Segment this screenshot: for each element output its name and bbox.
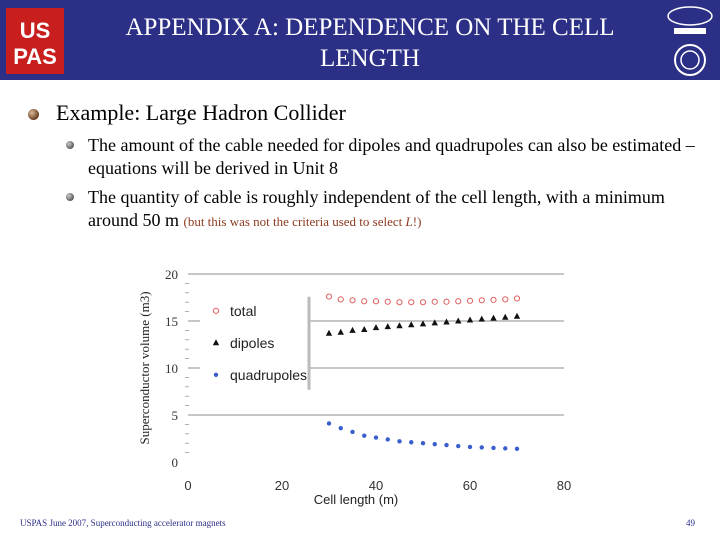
x-tick-label: 60 [463,478,477,493]
quadrupoles-point [362,433,367,438]
quadrupoles-point [373,435,379,440]
total-point [502,296,509,303]
quadrupoles-point [479,445,484,450]
svg-text:PAS: PAS [13,44,57,69]
x-axis-label: Cell length (m) [314,492,399,507]
dipoles-point [466,316,474,323]
total-point [325,293,333,300]
legend-label-quadrupoles: quadrupoles [230,367,307,383]
main-bullet-text: Example: Large Hadron Collider [56,100,346,125]
quadrupoles-point [514,446,520,452]
cable-volume-chart: 0 5 10 15 20 0 20 40 60 80 Cell length (m) Supercon… [137,267,571,507]
legend-label-total: total [230,303,256,319]
total-point [513,295,521,302]
dipoles-point [431,319,438,326]
total-point [455,298,462,305]
dipoles-point [325,329,333,336]
sub-bullet-icon [66,141,74,149]
dipoles-point [513,312,521,319]
quadrupoles-point [338,425,343,431]
legend-marker-dipoles [212,339,220,346]
dipoles-point [490,314,497,321]
sub-bullet-icon [66,193,74,201]
total-point [372,298,380,305]
bullet-icon [28,109,39,120]
dipoles-point [372,324,380,331]
quadrupoles-point [326,421,332,426]
quadrupoles-point [444,442,449,448]
footer-text: USPAS June 2007, Superconducting acceler… [20,518,226,528]
uspas-logo: US PAS [6,8,64,74]
quadrupoles-point [385,437,390,442]
quadrupoles-point [432,441,437,447]
quadrupoles-point [467,444,473,450]
quadrupoles-point [350,429,355,435]
dipoles-point [337,328,344,335]
total-point [396,299,403,306]
total-point [419,299,427,306]
legend-marker-total [212,307,220,314]
y-tick-label: 20 [165,267,178,282]
legend-label-dipoles: dipoles [230,335,274,351]
dipoles-point [361,325,368,332]
slide-title: APPENDIX A: DEPENDENCE ON THE CELL LENGT… [125,14,615,72]
total-point [443,298,450,305]
dipoles-point [478,315,485,322]
legend-marker-quadrupoles [213,372,219,377]
sub-bullet-1-text: The amount of the cable needed for dipol… [88,135,695,178]
dipoles-point [349,326,356,333]
dipoles-point [408,321,415,328]
criteria-note: (but this was not the criteria used to s… [183,214,422,229]
y-tick-label: 0 [172,455,179,470]
quadrupoles-point [491,445,496,451]
total-point [361,298,368,305]
total-point [478,297,485,304]
sub-bullet-2: The quantity of cable is roughly indepen… [88,186,698,233]
quadrupoles-point [456,443,461,449]
quadrupoles-point [397,439,402,444]
dipoles-point [443,318,450,325]
page-number: 49 [686,518,695,528]
sub-bullet-2-text: The quantity of cable is roughly indepen… [88,187,665,230]
institution-logos [667,6,713,76]
total-point [431,298,438,305]
quadrupoles-point [420,441,426,446]
dipoles-point [502,313,509,320]
y-tick-label: 10 [165,361,178,376]
x-tick-label: 0 [184,478,191,493]
total-point [384,298,391,305]
dipoles-point [396,322,403,329]
quadrupoles-point [503,446,508,451]
y-axis-label: Superconductor volume (m3) [137,291,152,444]
svg-text:US: US [20,18,51,43]
total-point [466,297,474,304]
quadrupoles-point [409,440,414,445]
dipoles-point [455,317,462,324]
legend-box [200,294,308,389]
dipoles-point [419,320,427,327]
y-tick-label: 5 [172,408,179,423]
y-tick-label: 15 [165,314,178,329]
x-tick-label: 80 [557,478,571,493]
x-tick-label: 20 [275,478,289,493]
dipoles-point [384,323,391,330]
total-point [349,297,356,304]
total-point [408,299,415,306]
total-point [490,296,497,303]
x-tick-label: 40 [369,478,383,493]
title-bar: US PAS APPENDIX A: DEPENDENCE ON THE CEL… [0,0,720,80]
total-point [337,296,344,303]
